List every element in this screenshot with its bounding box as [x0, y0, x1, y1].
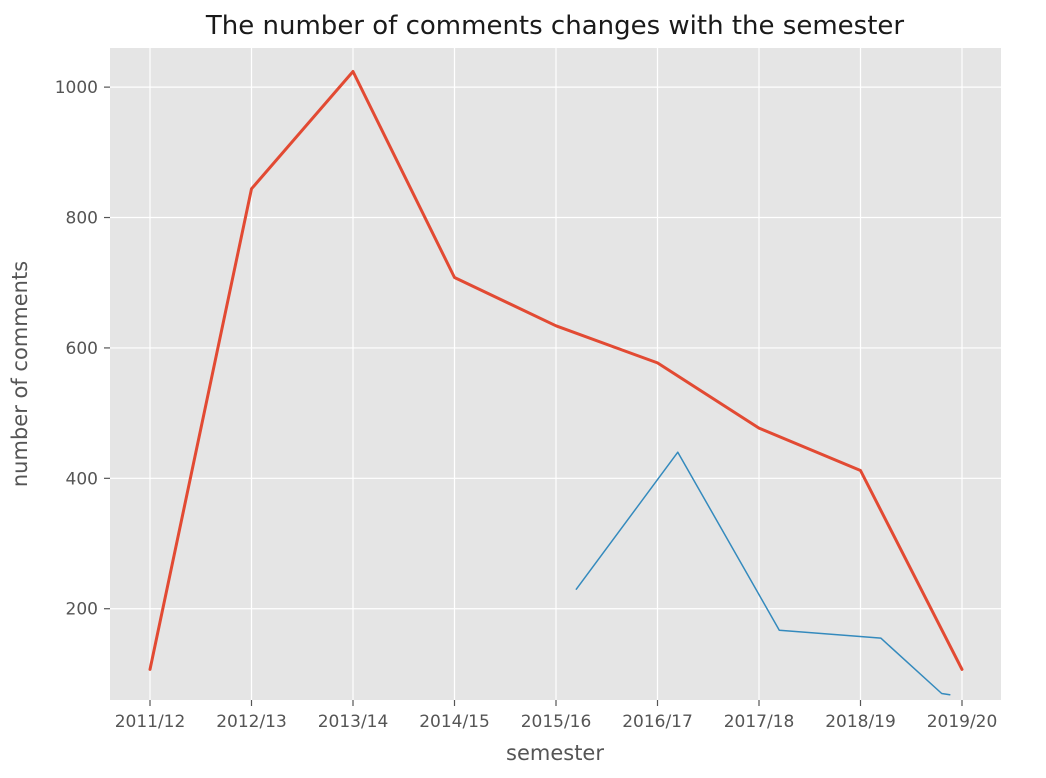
x-tick-label: 2017/18: [724, 712, 795, 732]
x-tick-label: 2019/20: [927, 712, 998, 732]
x-tick-label: 2013/14: [318, 712, 389, 732]
y-tick-label: 400: [66, 469, 98, 489]
series-line-2: [575, 451, 951, 696]
gridlines: [110, 48, 1001, 700]
x-axis-label: semester: [506, 741, 604, 765]
series-layer: [148, 70, 964, 696]
series-line-1: [148, 70, 964, 671]
x-tick-label: 2012/13: [216, 712, 287, 732]
x-tick-label: 2018/19: [825, 712, 896, 732]
y-tick-label: 600: [66, 339, 98, 359]
y-axis-label: number of comments: [8, 261, 32, 487]
y-tick-label: 800: [66, 209, 98, 229]
x-tick-label: 2014/15: [419, 712, 490, 732]
x-axis-ticks: 2011/12 2012/13 2013/14 2014/15 2015/16 2016/…: [115, 700, 998, 732]
x-tick-label: 2016/17: [622, 712, 693, 732]
y-tick-label: 1000: [55, 78, 98, 98]
y-axis-ticks: 200 400 600 800 1000: [55, 78, 110, 620]
x-tick-label: 2015/16: [521, 712, 592, 732]
x-tick-label: 2011/12: [115, 712, 186, 732]
chart-title: The number of comments changes with the …: [205, 11, 904, 41]
y-tick-label: 200: [66, 600, 98, 620]
